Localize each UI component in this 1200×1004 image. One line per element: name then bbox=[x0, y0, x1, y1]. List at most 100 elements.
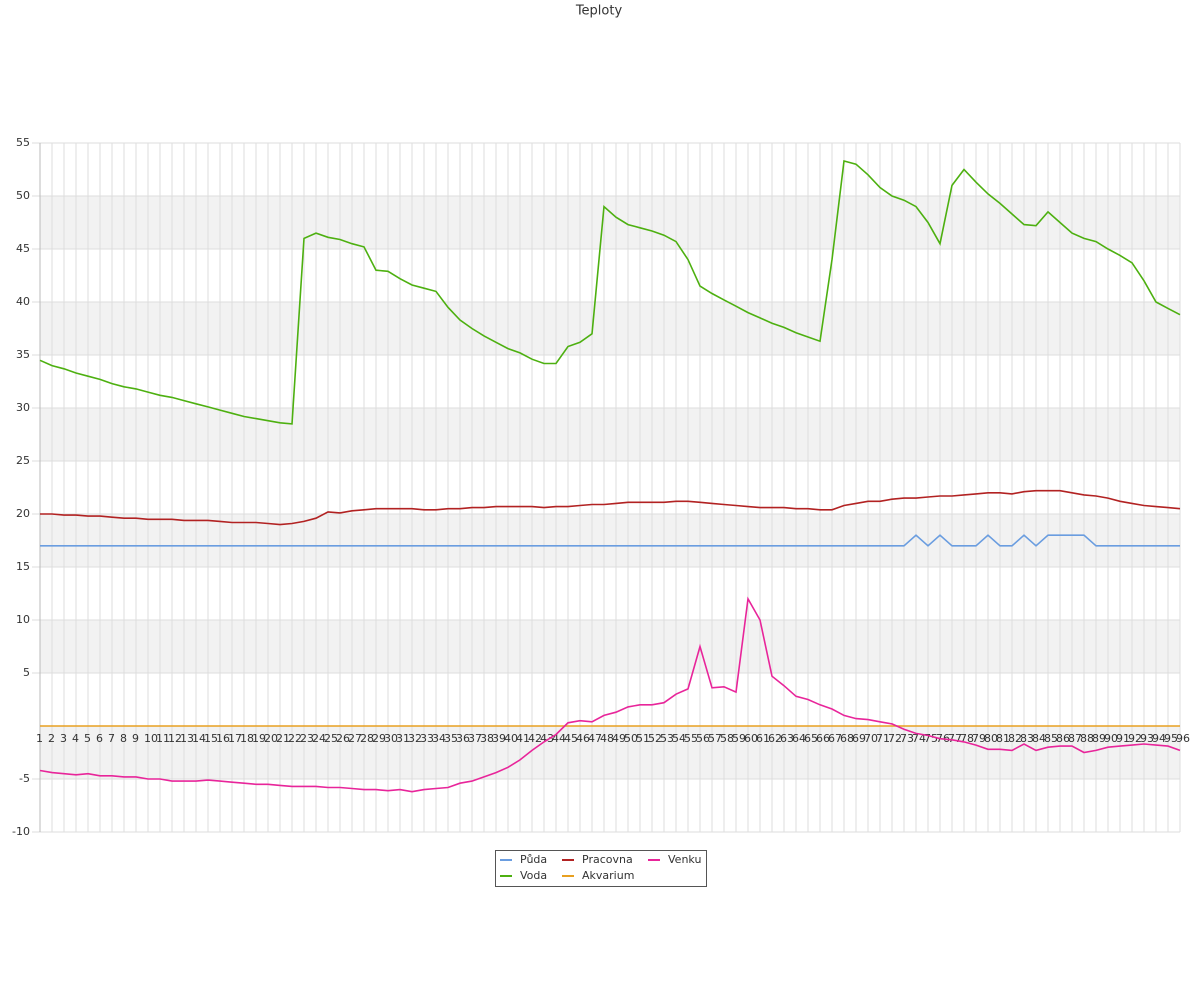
x-tick-label: 56 bbox=[696, 732, 710, 745]
series-line bbox=[39, 159, 1181, 425]
grid-band bbox=[40, 196, 1180, 249]
x-tick-label: 60 bbox=[744, 732, 758, 745]
x-tick-label: 6 bbox=[96, 732, 103, 745]
series-line bbox=[40, 534, 1180, 547]
chart-title: Teploty bbox=[575, 4, 623, 19]
x-tick-label: 93 bbox=[1140, 732, 1154, 745]
x-tick-label: 15 bbox=[204, 732, 218, 745]
x-tick-label: 22 bbox=[288, 732, 302, 745]
legend-label: Pracovna bbox=[582, 853, 633, 866]
x-tick-label: 1 bbox=[36, 732, 43, 745]
x-tick-label: 47 bbox=[588, 732, 602, 745]
x-tick-label: 52 bbox=[648, 732, 662, 745]
x-tick-label: 86 bbox=[1056, 732, 1070, 745]
x-tick-label: 5 bbox=[84, 732, 91, 745]
x-tick-label: 12 bbox=[168, 732, 182, 745]
y-tick-label: 55 bbox=[16, 136, 30, 149]
x-tick-label: 64 bbox=[792, 732, 806, 745]
grid-band bbox=[40, 408, 1180, 461]
y-tick-label: 35 bbox=[16, 348, 30, 361]
y-tick-label: 10 bbox=[16, 613, 30, 626]
x-tick-label: 7 bbox=[108, 732, 115, 745]
x-tick-label: 48 bbox=[600, 732, 614, 745]
x-tick-label: 53 bbox=[660, 732, 674, 745]
x-tick-label: 45 bbox=[564, 732, 578, 745]
x-tick-label: 62 bbox=[768, 732, 782, 745]
x-tick-label: 77 bbox=[948, 732, 962, 745]
x-tick-label: 25 bbox=[324, 732, 338, 745]
x-tick-label: 11 bbox=[156, 732, 170, 745]
x-tick-label: 83 bbox=[1020, 732, 1034, 745]
x-tick-label: 38 bbox=[480, 732, 494, 745]
legend-label: Půda bbox=[520, 853, 547, 866]
grid-band bbox=[40, 302, 1180, 355]
x-tick-label: 14 bbox=[192, 732, 206, 745]
x-tick-label: 21 bbox=[276, 732, 290, 745]
x-tick-label: 32 bbox=[408, 732, 422, 745]
x-tick-label: 4 bbox=[72, 732, 79, 745]
x-tick-label: 13 bbox=[180, 732, 194, 745]
y-tick-label: -5 bbox=[19, 772, 30, 785]
x-tick-label: 90 bbox=[1104, 732, 1118, 745]
x-tick-label: 3 bbox=[60, 732, 67, 745]
x-tick-label: 50 bbox=[624, 732, 638, 745]
x-tick-label: 27 bbox=[348, 732, 362, 745]
x-tick-label: 63 bbox=[780, 732, 794, 745]
x-tick-label: 34 bbox=[432, 732, 446, 745]
legend-label: Venku bbox=[668, 853, 701, 866]
x-tick-label: 30 bbox=[384, 732, 398, 745]
series-line bbox=[40, 489, 1181, 526]
x-tick-label: 61 bbox=[756, 732, 770, 745]
x-tick-label: 70 bbox=[864, 732, 878, 745]
x-tick-label: 84 bbox=[1032, 732, 1046, 745]
x-tick-label: 26 bbox=[336, 732, 350, 745]
x-tick-label: 85 bbox=[1044, 732, 1058, 745]
y-tick-label: 30 bbox=[16, 401, 30, 414]
x-tick-label: 88 bbox=[1080, 732, 1094, 745]
x-tick-label: 94 bbox=[1152, 732, 1166, 745]
x-tick-label: 65 bbox=[804, 732, 818, 745]
x-tick-label: 82 bbox=[1008, 732, 1022, 745]
x-tick-label: 2 bbox=[48, 732, 55, 745]
x-tick-label: 80 bbox=[984, 732, 998, 745]
x-tick-label: 35 bbox=[444, 732, 458, 745]
x-tick-label: 39 bbox=[492, 732, 506, 745]
y-tick-label: 20 bbox=[16, 507, 30, 520]
x-tick-label: 92 bbox=[1128, 732, 1142, 745]
x-tick-label: 49 bbox=[612, 732, 626, 745]
x-tick-label: 29 bbox=[372, 732, 386, 745]
x-tick-label: 31 bbox=[396, 732, 410, 745]
y-tick-label: 50 bbox=[16, 189, 30, 202]
x-tick-label: 68 bbox=[840, 732, 854, 745]
x-tick-label: 16 bbox=[216, 732, 230, 745]
x-tick-label: 28 bbox=[360, 732, 374, 745]
x-tick-label: 96 bbox=[1176, 732, 1190, 745]
y-tick-label: 45 bbox=[16, 242, 30, 255]
legend-label: Akvarium bbox=[582, 869, 634, 882]
x-tick-label: 79 bbox=[972, 732, 986, 745]
x-tick-label: 89 bbox=[1092, 732, 1106, 745]
x-tick-label: 91 bbox=[1116, 732, 1130, 745]
x-tick-label: 87 bbox=[1068, 732, 1082, 745]
x-tick-label: 20 bbox=[264, 732, 278, 745]
legend-label: Voda bbox=[520, 869, 547, 882]
x-tick-label: 66 bbox=[816, 732, 830, 745]
x-tick-label: 67 bbox=[828, 732, 842, 745]
x-tick-label: 37 bbox=[468, 732, 482, 745]
x-tick-label: 40 bbox=[504, 732, 518, 745]
grid-band bbox=[40, 514, 1180, 567]
x-tick-label: 19 bbox=[252, 732, 266, 745]
x-tick-label: 46 bbox=[576, 732, 590, 745]
y-tick-label: 25 bbox=[16, 454, 30, 467]
x-tick-label: 41 bbox=[516, 732, 530, 745]
x-tick-label: 42 bbox=[528, 732, 542, 745]
x-tick-label: 36 bbox=[456, 732, 470, 745]
x-tick-label: 81 bbox=[996, 732, 1010, 745]
x-tick-label: 73 bbox=[900, 732, 914, 745]
x-tick-label: 10 bbox=[144, 732, 158, 745]
x-tick-label: 8 bbox=[120, 732, 127, 745]
y-tick-label: 40 bbox=[16, 295, 30, 308]
x-tick-label: 23 bbox=[300, 732, 314, 745]
x-tick-label: 72 bbox=[888, 732, 902, 745]
